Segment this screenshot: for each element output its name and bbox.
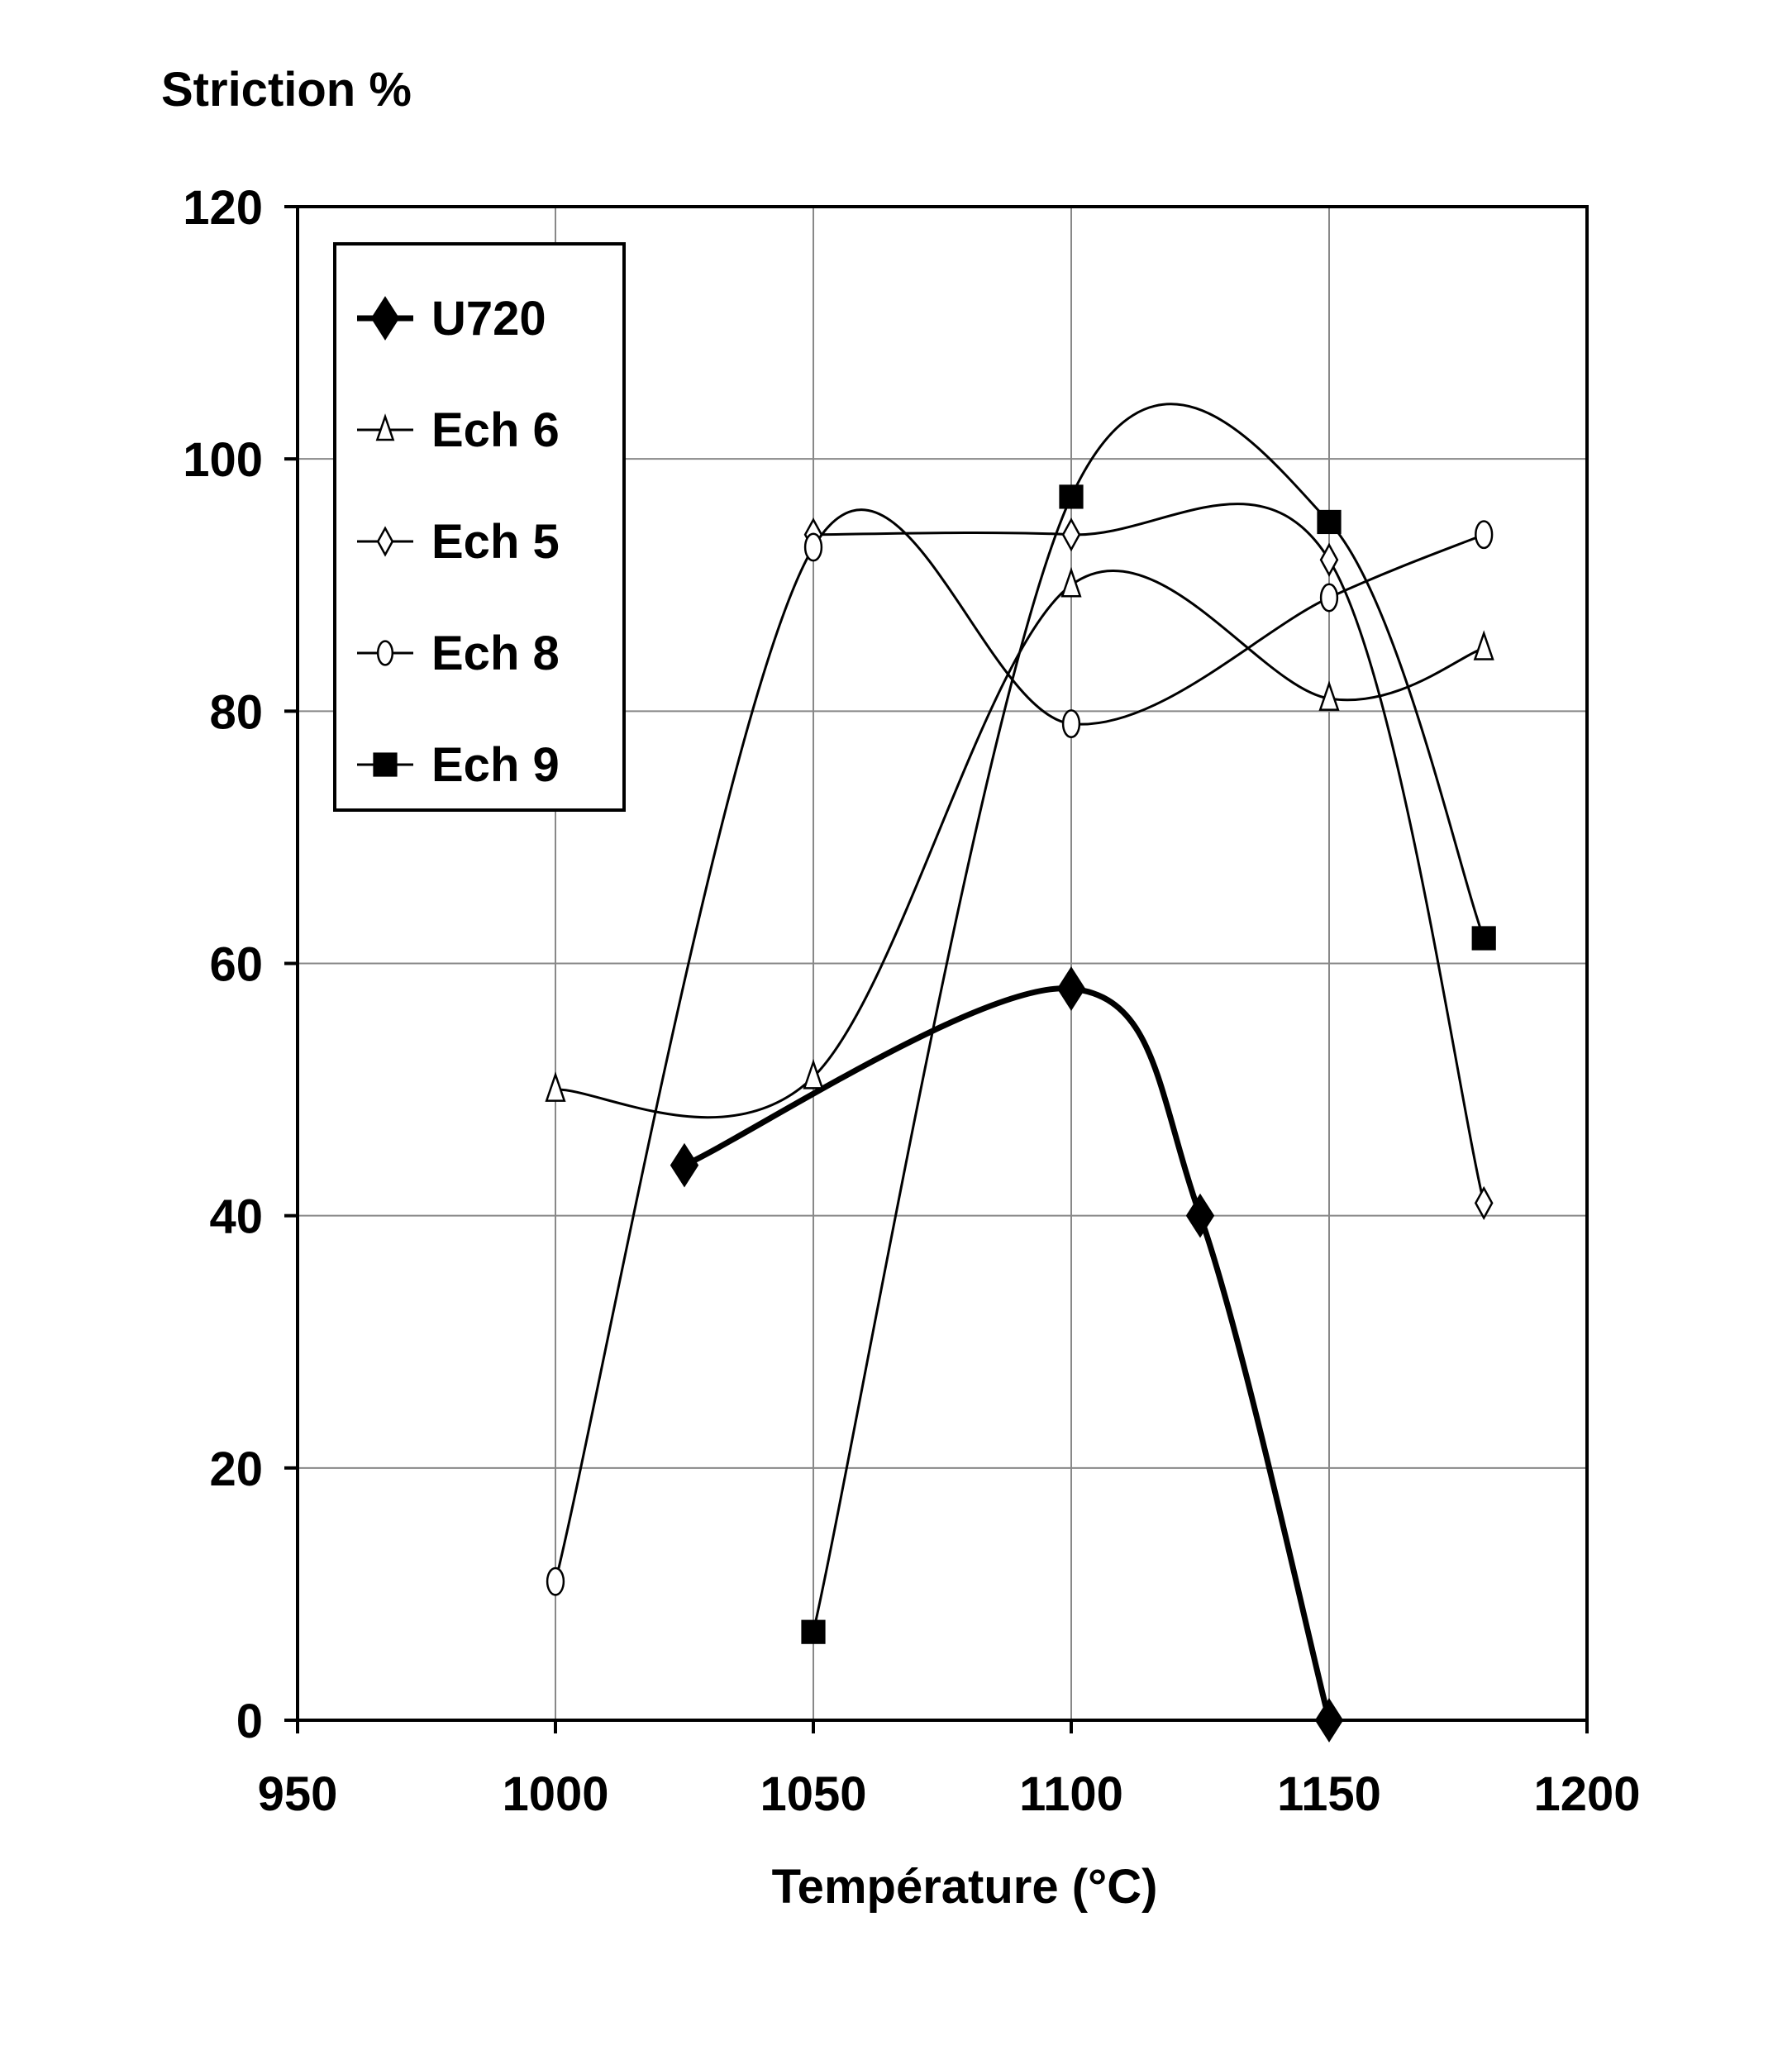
x-tick-label: 1100 bbox=[1019, 1767, 1123, 1821]
data-point bbox=[546, 1566, 565, 1596]
series-line bbox=[554, 508, 1485, 1582]
data-point bbox=[545, 1071, 566, 1102]
x-tick-label: 1000 bbox=[502, 1767, 608, 1821]
series-ech-9 bbox=[801, 403, 1496, 1644]
legend-label: Ech 8 bbox=[431, 627, 560, 680]
y-tick-label: 40 bbox=[209, 1190, 263, 1244]
legend-label: Ech 5 bbox=[431, 515, 560, 569]
x-tick-label: 1200 bbox=[1533, 1767, 1640, 1821]
data-point bbox=[1185, 1193, 1215, 1238]
data-point bbox=[1061, 709, 1081, 739]
legend-label: Ech 9 bbox=[431, 738, 560, 792]
y-axis-title: Striction % bbox=[161, 63, 412, 117]
data-point bbox=[1471, 926, 1496, 951]
series-ech-5 bbox=[803, 503, 1494, 1221]
legend: U720 Ech 6 Ech 5 Ech 8 Ech 9 bbox=[333, 242, 626, 812]
legend-marker bbox=[373, 752, 398, 777]
y-tick-label: 120 bbox=[183, 181, 263, 235]
x-tick-label: 1050 bbox=[760, 1767, 866, 1821]
x-tick-label: 950 bbox=[258, 1767, 338, 1821]
y-tick-label: 60 bbox=[209, 938, 263, 992]
y-tick-label: 80 bbox=[209, 685, 263, 739]
data-point bbox=[1319, 542, 1339, 577]
data-point bbox=[801, 1619, 826, 1644]
legend-marker bbox=[375, 413, 395, 441]
y-tick-label: 20 bbox=[209, 1442, 263, 1496]
series-u720 bbox=[670, 966, 1344, 1743]
data-point bbox=[803, 532, 823, 562]
legend-label: Ech 6 bbox=[431, 403, 560, 457]
x-tick-label: 1150 bbox=[1277, 1767, 1381, 1821]
data-point bbox=[1317, 509, 1342, 535]
legend-marker bbox=[370, 296, 400, 341]
legend-item: Ech 8 bbox=[357, 627, 560, 680]
data-point bbox=[1314, 1698, 1344, 1743]
series-line bbox=[812, 403, 1485, 1633]
series-group bbox=[545, 403, 1496, 1743]
legend-frame bbox=[333, 242, 626, 812]
series-line bbox=[683, 985, 1332, 1721]
y-tick-label: 0 bbox=[236, 1695, 263, 1748]
legend-label: U720 bbox=[431, 292, 546, 346]
y-axis-ticks: 0 20 40 60 80 100 120 bbox=[183, 181, 298, 1748]
data-point bbox=[1474, 1185, 1494, 1221]
data-point bbox=[1319, 583, 1339, 613]
data-point bbox=[1475, 520, 1494, 550]
legend-marker bbox=[376, 640, 394, 666]
series-ech-8 bbox=[546, 508, 1494, 1596]
legend-item: Ech 5 bbox=[357, 515, 560, 569]
data-point bbox=[803, 1058, 824, 1089]
x-axis-title: Température (°C) bbox=[772, 1860, 1158, 1914]
legend-marker bbox=[376, 526, 394, 557]
data-point bbox=[1059, 484, 1084, 509]
legend-item: Ech 9 bbox=[357, 738, 560, 792]
data-point bbox=[670, 1142, 699, 1188]
series-line bbox=[813, 503, 1485, 1204]
legend-item: Ech 6 bbox=[357, 403, 560, 457]
data-point bbox=[1473, 630, 1494, 660]
data-point bbox=[1060, 566, 1082, 598]
x-axis-ticks: 950 1000 1050 1100 1150 1200 bbox=[258, 1720, 1641, 1821]
data-point bbox=[1056, 966, 1086, 1011]
data-point bbox=[1318, 680, 1340, 711]
series-line bbox=[555, 570, 1485, 1119]
data-point bbox=[1061, 517, 1081, 552]
legend-item: U720 bbox=[357, 292, 546, 346]
series-ech-6 bbox=[545, 566, 1494, 1119]
y-tick-label: 100 bbox=[183, 433, 263, 487]
